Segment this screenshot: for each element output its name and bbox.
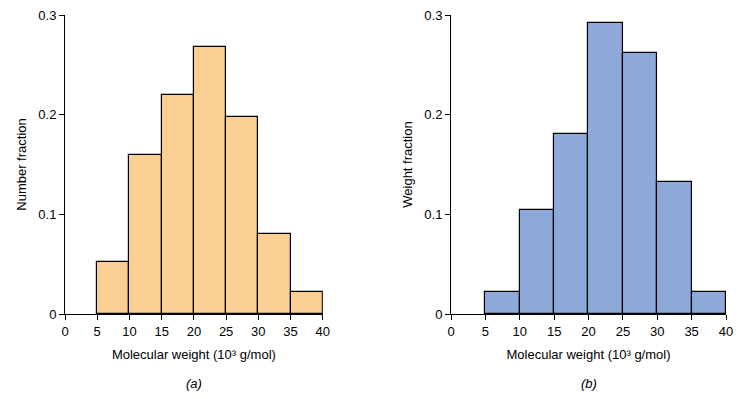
svg-text:(a): (a) <box>186 376 202 391</box>
svg-text:0: 0 <box>49 307 56 322</box>
svg-text:40: 40 <box>316 324 330 339</box>
svg-text:Molecular weight (10³ g/mol): Molecular weight (10³ g/mol) <box>112 347 276 362</box>
svg-text:0: 0 <box>447 324 454 339</box>
svg-text:15: 15 <box>547 324 561 339</box>
svg-text:35: 35 <box>283 324 297 339</box>
svg-text:30: 30 <box>650 324 664 339</box>
svg-text:20: 20 <box>581 324 595 339</box>
svg-text:25: 25 <box>219 324 233 339</box>
svg-text:40: 40 <box>719 324 733 339</box>
svg-text:10: 10 <box>513 324 527 339</box>
svg-text:20: 20 <box>187 324 201 339</box>
svg-text:Number fraction: Number fraction <box>14 118 29 210</box>
svg-text:25: 25 <box>616 324 630 339</box>
svg-text:0.1: 0.1 <box>38 207 56 222</box>
svg-text:(b): (b) <box>581 376 597 391</box>
svg-text:0: 0 <box>61 324 68 339</box>
svg-text:Weight fraction: Weight fraction <box>400 121 415 207</box>
svg-text:10: 10 <box>122 324 136 339</box>
svg-text:5: 5 <box>482 324 489 339</box>
svg-text:0.3: 0.3 <box>424 8 442 23</box>
svg-text:Molecular weight (10³ g/mol): Molecular weight (10³ g/mol) <box>507 347 671 362</box>
svg-text:0: 0 <box>435 307 442 322</box>
svg-text:35: 35 <box>684 324 698 339</box>
svg-text:30: 30 <box>251 324 265 339</box>
svg-text:5: 5 <box>94 324 101 339</box>
svg-text:0.2: 0.2 <box>424 107 442 122</box>
svg-text:0.3: 0.3 <box>38 8 56 23</box>
svg-text:0.2: 0.2 <box>38 107 56 122</box>
svg-text:15: 15 <box>154 324 168 339</box>
svg-text:0.1: 0.1 <box>424 207 442 222</box>
